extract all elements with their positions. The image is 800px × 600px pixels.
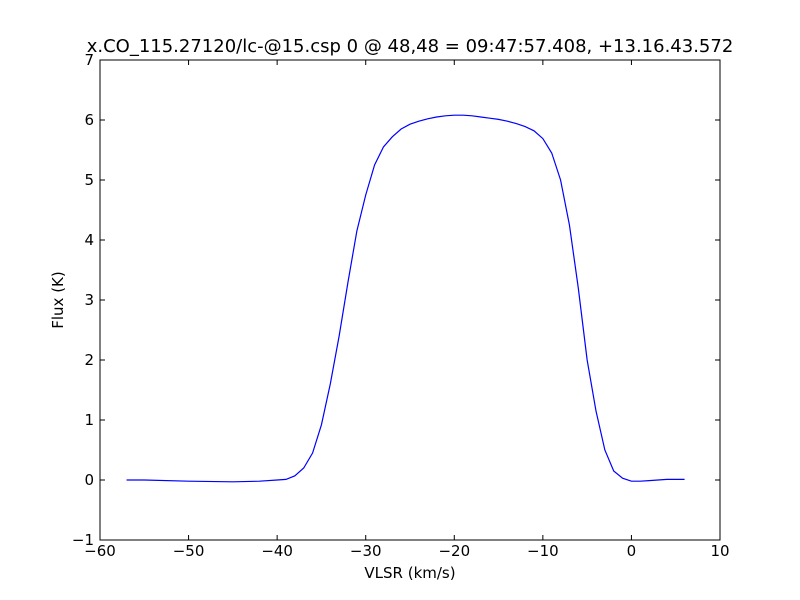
plot-frame bbox=[99, 59, 721, 541]
x-tick-label: 0 bbox=[627, 542, 637, 560]
y-tick-label: 2 bbox=[84, 351, 94, 369]
y-tick-label: 4 bbox=[84, 231, 94, 249]
y-axis-label: Flux (K) bbox=[49, 271, 67, 329]
x-tick-label: −20 bbox=[438, 542, 470, 560]
y-tick-label: 3 bbox=[84, 291, 94, 309]
y-tick-label: 5 bbox=[84, 171, 94, 189]
y-tick-label: 7 bbox=[84, 51, 94, 69]
x-axis-label: VLSR (km/s) bbox=[364, 564, 455, 582]
y-tick-label: −1 bbox=[72, 531, 94, 549]
y-tick-label: 6 bbox=[84, 111, 94, 129]
y-tick-label: 0 bbox=[84, 471, 94, 489]
x-tick-label: 10 bbox=[710, 542, 729, 560]
chart-title: x.CO_115.27120/lc-@15.csp 0 @ 48,48 = 09… bbox=[87, 36, 734, 57]
line bbox=[126, 114, 685, 483]
x-tick-label: −40 bbox=[261, 542, 293, 560]
x-tick-label: −50 bbox=[173, 542, 205, 560]
x-tick-label: −60 bbox=[84, 542, 116, 560]
x-tick-label: −30 bbox=[350, 542, 382, 560]
x-tick-label: −10 bbox=[527, 542, 559, 560]
y-tick-label: 1 bbox=[84, 411, 94, 429]
